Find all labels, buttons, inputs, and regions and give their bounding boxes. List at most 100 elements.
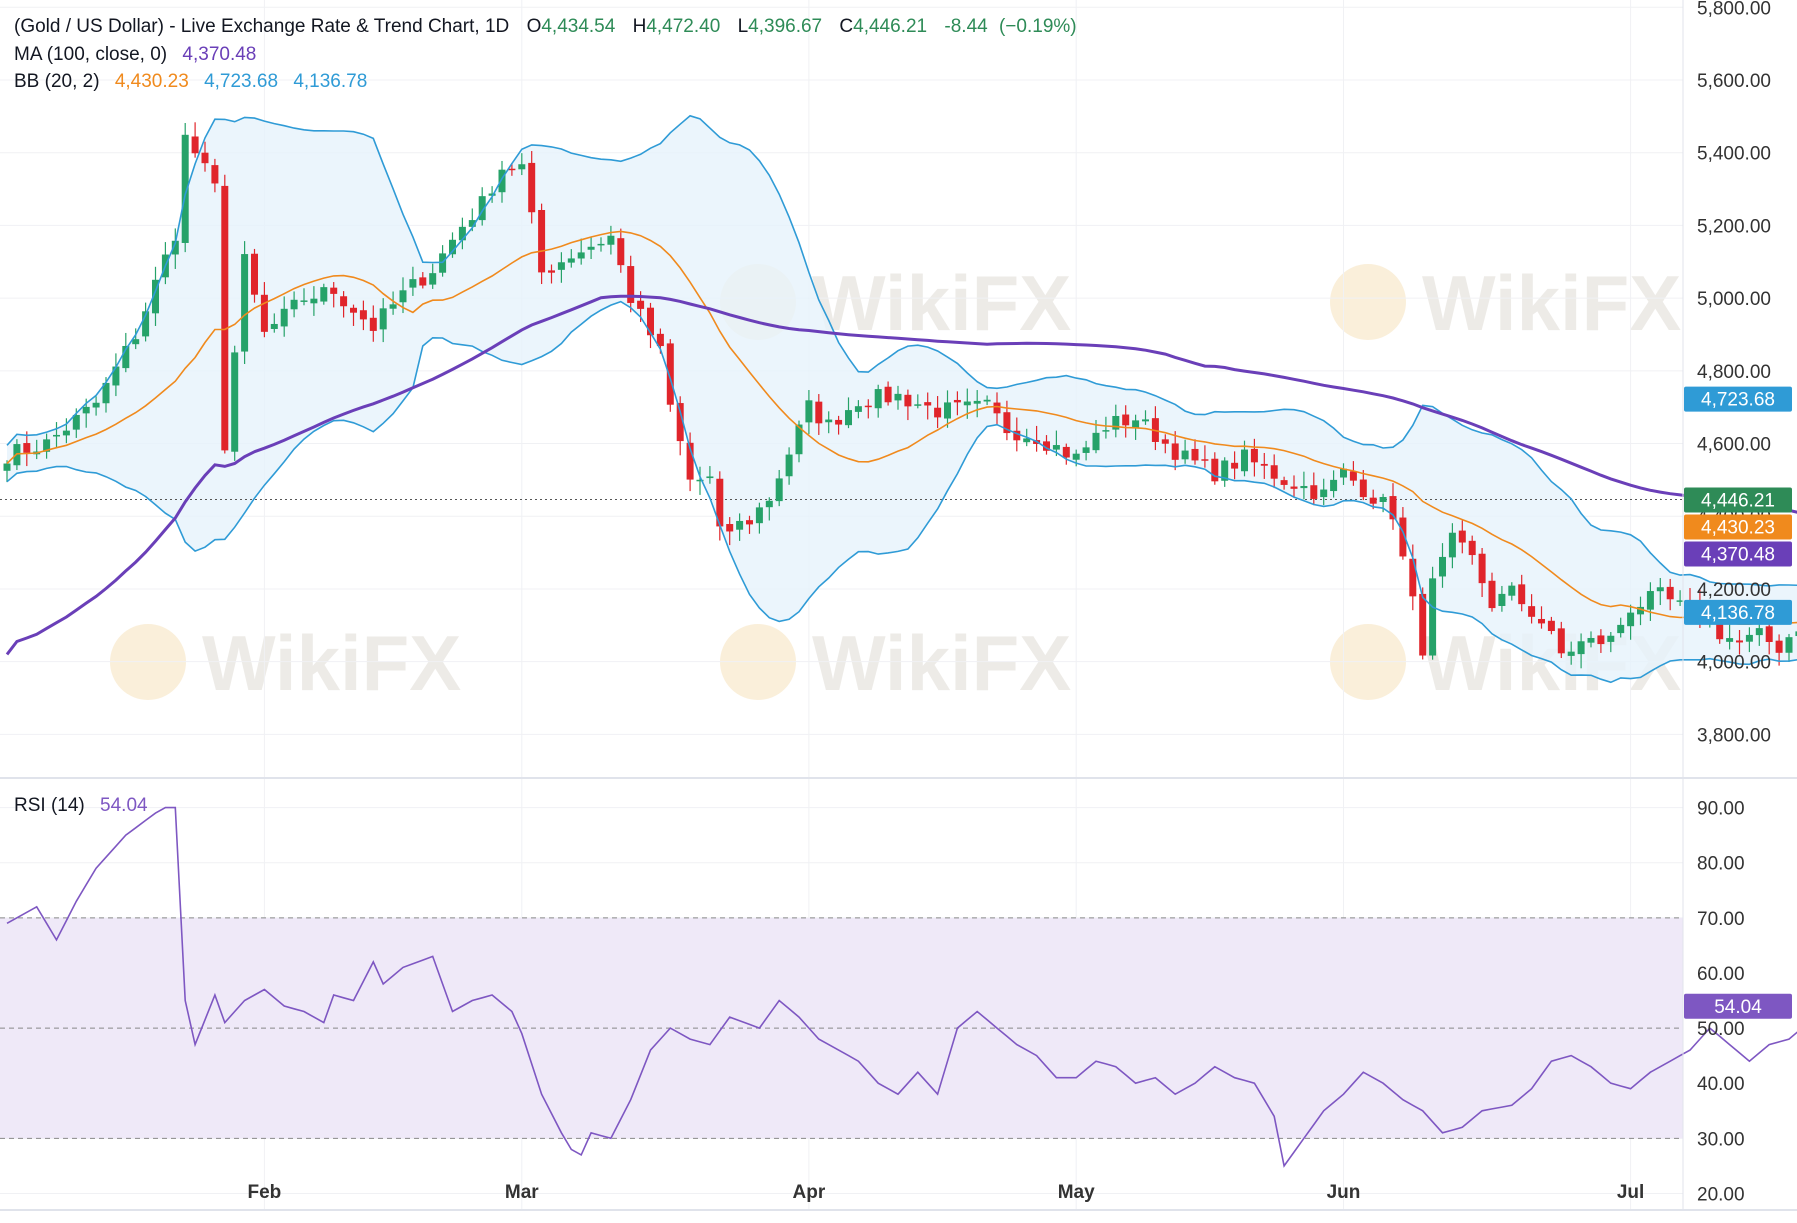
candle [1587, 631, 1595, 648]
candle-body [1043, 441, 1050, 451]
candle-body [1320, 489, 1328, 498]
candle [528, 151, 536, 224]
candle-body [330, 287, 338, 294]
candle [1349, 461, 1357, 486]
candle [330, 282, 338, 308]
candle [1765, 622, 1773, 655]
rsi-overbought-oversold-zone [0, 498, 1683, 1139]
candle-body [1439, 556, 1446, 577]
candle-body [528, 162, 536, 213]
candle-body [627, 266, 635, 303]
candle-body [1755, 628, 1763, 636]
candle-body [1419, 593, 1427, 656]
candle [1795, 631, 1797, 637]
candle-body [359, 310, 367, 320]
candle-body [1260, 463, 1268, 466]
candle [112, 353, 120, 397]
price-tag-label: 4,430.23 [1701, 517, 1775, 538]
candle-body [1399, 517, 1407, 557]
rsi-legend-value: 54.04 [100, 795, 148, 816]
candle-body [369, 317, 377, 331]
candle-body [696, 479, 704, 482]
bb-basis-line [6, 230, 1797, 626]
price-tag-box [1684, 541, 1792, 567]
bb-lower-value: 4,136.78 [293, 71, 367, 92]
candle [478, 187, 486, 226]
candle [1637, 596, 1644, 626]
candle [1617, 617, 1625, 638]
candle-body [132, 339, 140, 345]
candle-body [1736, 640, 1743, 643]
candle [290, 291, 298, 318]
candle-body [953, 399, 961, 403]
candle-body [706, 476, 714, 479]
candle [1181, 439, 1189, 464]
candle-body [1003, 412, 1011, 434]
candle [439, 245, 447, 277]
candle [1736, 629, 1743, 655]
change-percent: (−0.19%) [999, 16, 1077, 37]
candle-body [815, 401, 823, 424]
candle [62, 418, 70, 444]
candle-body [557, 262, 565, 270]
candle-body [152, 279, 159, 314]
candle-body [894, 393, 902, 401]
candle-body [320, 287, 328, 302]
candle [1627, 604, 1635, 640]
candlestick-series [3, 122, 1797, 669]
candle [557, 252, 565, 283]
candle-body [478, 196, 486, 221]
candle-body [1171, 443, 1179, 460]
candle-body [835, 419, 843, 425]
candle-body [1062, 446, 1070, 458]
candle-body [864, 405, 872, 408]
candle [706, 466, 714, 484]
candle-body [429, 273, 437, 285]
candle-body [260, 294, 268, 332]
price-tag-box [1684, 386, 1792, 412]
candle [1250, 438, 1258, 477]
price-tag-label: 4,136.78 [1701, 603, 1775, 624]
candle-body [1488, 580, 1496, 609]
candle [122, 332, 130, 373]
candle-body [1201, 459, 1209, 461]
candle [1656, 578, 1664, 606]
candle-body [409, 279, 417, 288]
candle-body [270, 323, 278, 329]
candle [1102, 416, 1110, 439]
candle [1270, 454, 1278, 489]
candle [23, 431, 31, 467]
candle [132, 328, 140, 350]
candle [359, 300, 367, 331]
time-tick-label: Jul [1617, 1182, 1644, 1203]
candle-body [607, 235, 615, 245]
candle-body [845, 410, 852, 426]
candle-body [538, 209, 546, 273]
ma-line [5, 294, 1797, 656]
price-tag-box [1684, 599, 1792, 625]
candle [1528, 594, 1536, 624]
candle [607, 225, 615, 255]
candle-body [973, 400, 981, 404]
candle-body [1181, 450, 1189, 460]
candle-body [1468, 540, 1476, 556]
candle-body [191, 136, 199, 154]
candle-body [1092, 432, 1100, 451]
price-tick-label: 4,600.00 [1697, 435, 1771, 456]
candle [498, 160, 506, 203]
watermark-text: WikiFX [812, 259, 1071, 347]
candle-body [488, 193, 496, 196]
candle-body [1567, 651, 1575, 656]
candle-body [1656, 587, 1664, 592]
candle-body [656, 333, 664, 347]
candle-body [577, 252, 585, 259]
candle [914, 394, 922, 409]
candle [686, 432, 694, 492]
candle-body [389, 304, 397, 309]
candle [567, 249, 575, 268]
candle [1290, 475, 1298, 497]
candle [43, 433, 51, 459]
candle [251, 248, 258, 303]
candle-body [1775, 640, 1783, 653]
rsi-tick-label: 30.00 [1697, 1129, 1745, 1150]
